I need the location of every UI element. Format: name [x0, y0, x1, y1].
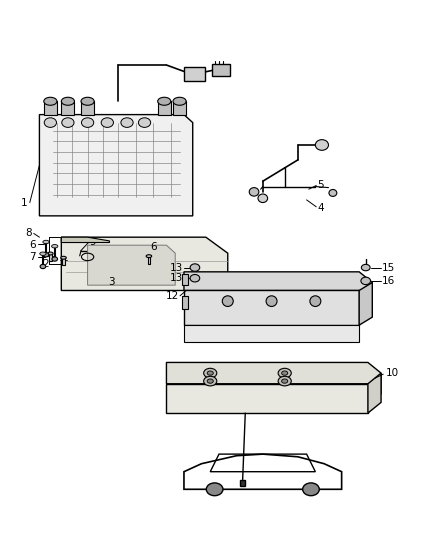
Ellipse shape	[61, 256, 66, 259]
Ellipse shape	[146, 255, 152, 257]
Bar	[240, 480, 245, 486]
Ellipse shape	[282, 371, 288, 375]
Ellipse shape	[43, 240, 49, 244]
Ellipse shape	[81, 118, 94, 127]
Bar	[148, 256, 150, 264]
Ellipse shape	[207, 379, 213, 383]
Text: 9: 9	[90, 237, 96, 247]
Ellipse shape	[310, 296, 321, 306]
Text: 1: 1	[21, 198, 28, 207]
Ellipse shape	[278, 368, 291, 378]
Text: 16: 16	[382, 277, 395, 286]
Ellipse shape	[48, 252, 53, 255]
Ellipse shape	[266, 296, 277, 306]
Polygon shape	[368, 373, 381, 413]
Polygon shape	[184, 325, 359, 342]
Text: 3: 3	[108, 278, 115, 287]
Ellipse shape	[43, 253, 49, 257]
Polygon shape	[166, 362, 381, 394]
Text: 2: 2	[42, 259, 49, 269]
Ellipse shape	[249, 188, 259, 196]
Ellipse shape	[190, 274, 200, 282]
Polygon shape	[359, 282, 372, 325]
Polygon shape	[61, 237, 228, 304]
Polygon shape	[88, 245, 175, 285]
Ellipse shape	[258, 194, 268, 203]
Bar	[212, 64, 230, 76]
Text: 13: 13	[170, 263, 183, 272]
Text: 15: 15	[382, 263, 395, 272]
Bar	[173, 101, 186, 115]
Text: 7: 7	[29, 252, 36, 262]
Polygon shape	[184, 272, 372, 301]
Bar	[61, 101, 74, 115]
Polygon shape	[184, 290, 359, 325]
Bar	[158, 101, 171, 115]
Ellipse shape	[62, 118, 74, 127]
Ellipse shape	[207, 371, 213, 375]
Ellipse shape	[44, 118, 57, 127]
Ellipse shape	[315, 140, 328, 150]
Ellipse shape	[40, 252, 46, 255]
Text: 12: 12	[166, 291, 179, 301]
Ellipse shape	[190, 264, 200, 271]
Bar	[182, 274, 188, 285]
Ellipse shape	[173, 97, 186, 106]
Bar	[49, 254, 52, 261]
Text: 6: 6	[150, 243, 157, 252]
Ellipse shape	[223, 296, 233, 306]
Text: 8: 8	[25, 229, 32, 238]
Ellipse shape	[121, 118, 133, 127]
Ellipse shape	[204, 376, 217, 386]
Text: 10: 10	[385, 368, 399, 378]
Polygon shape	[61, 237, 110, 243]
Polygon shape	[39, 115, 193, 216]
Ellipse shape	[52, 257, 57, 261]
Ellipse shape	[206, 483, 223, 496]
Ellipse shape	[52, 245, 58, 248]
Bar	[81, 101, 94, 115]
Text: 6: 6	[29, 240, 36, 250]
Ellipse shape	[61, 97, 74, 106]
Ellipse shape	[361, 264, 370, 271]
Text: 13: 13	[170, 273, 183, 283]
Ellipse shape	[40, 264, 46, 269]
Polygon shape	[166, 384, 368, 413]
Bar	[62, 258, 65, 265]
Ellipse shape	[303, 483, 319, 496]
Bar	[44, 101, 57, 115]
Text: 5: 5	[318, 181, 324, 190]
Ellipse shape	[361, 277, 371, 285]
Ellipse shape	[81, 97, 94, 106]
Ellipse shape	[329, 189, 337, 196]
Ellipse shape	[204, 368, 217, 378]
Ellipse shape	[158, 97, 171, 106]
Bar	[184, 67, 205, 81]
Bar	[182, 296, 188, 309]
Ellipse shape	[282, 379, 288, 383]
Ellipse shape	[138, 118, 151, 127]
Text: 4: 4	[318, 203, 324, 213]
Ellipse shape	[101, 118, 113, 127]
Ellipse shape	[44, 97, 57, 106]
Ellipse shape	[278, 376, 291, 386]
